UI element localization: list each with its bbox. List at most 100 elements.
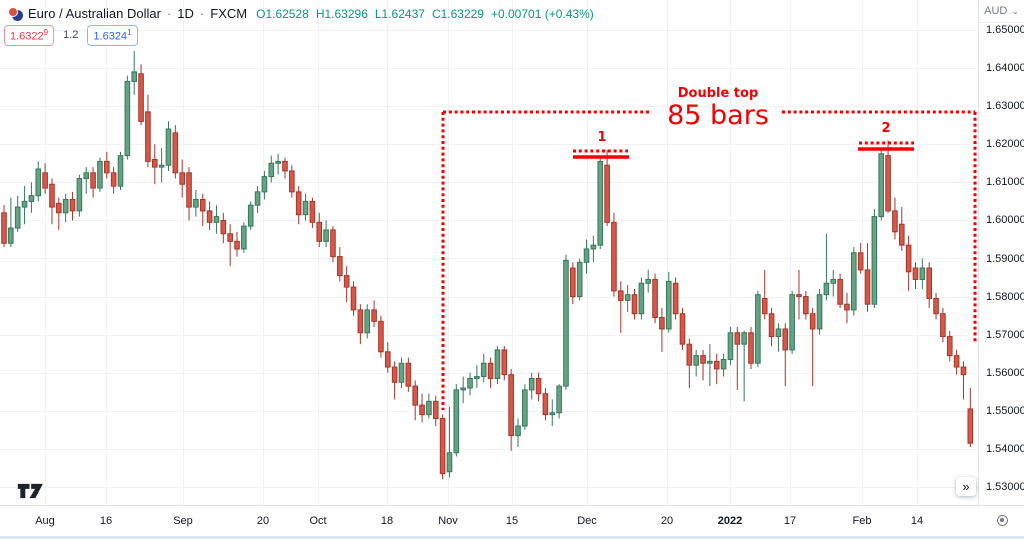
candle-body-down [227, 233, 233, 242]
candle [8, 197, 14, 248]
candle-body-up [83, 172, 90, 180]
candle-body-up [364, 309, 371, 334]
candle [1, 205, 7, 248]
candle [549, 399, 556, 427]
candle-body-down [501, 349, 508, 376]
axis-currency-selector[interactable]: AUD ⌄ [979, 0, 1024, 23]
candle [508, 368, 514, 451]
tradingview-logo[interactable] [17, 482, 47, 500]
candle [713, 353, 720, 385]
candle-body-down [659, 317, 665, 330]
candle [158, 148, 165, 183]
candle [535, 372, 542, 402]
annotation-text[interactable]: 85 bars [667, 100, 769, 131]
candle [330, 226, 336, 263]
candle [898, 207, 905, 251]
candle-body-down [138, 73, 144, 122]
candle-body-down [631, 294, 638, 315]
candle [590, 235, 597, 263]
candle-body-down [49, 183, 55, 208]
candle [967, 387, 974, 448]
candle [316, 212, 323, 248]
symbol-title[interactable]: Euro / Australian Dollar [28, 6, 161, 21]
candle [83, 167, 90, 194]
time-tick-label: Nov [438, 515, 458, 527]
candle [830, 269, 837, 297]
interval-label[interactable]: 1D [177, 6, 194, 21]
candle-body-up [76, 178, 83, 212]
red-price-badge[interactable]: 1.63229 [4, 25, 55, 46]
candle-body-down [617, 290, 624, 301]
blue-price-badge[interactable]: 1.63241 [87, 25, 138, 46]
candle [179, 159, 185, 198]
candle-body-down [432, 400, 439, 419]
time-tick-label: Sep [173, 515, 193, 527]
time-tick-label: Oct [309, 515, 327, 527]
candle [727, 327, 734, 366]
candle-body-down [926, 267, 932, 299]
candle [761, 269, 768, 320]
candle-body-down [672, 282, 679, 315]
candle [679, 308, 686, 350]
price-tick-label: 1.64000 [986, 62, 1024, 75]
candle [809, 308, 816, 387]
candle-body-down [912, 267, 919, 280]
price-tick-label: 1.56000 [986, 366, 1024, 379]
candle [748, 327, 754, 369]
symbol-legend[interactable]: Euro / Australian Dollar · 1D · FXCM O1.… [8, 6, 594, 21]
candle [576, 258, 583, 301]
high-value: H1.63296 [315, 6, 368, 21]
candle-body-down [748, 332, 754, 364]
plain-price-label[interactable]: 1.2 [63, 29, 79, 42]
candle-body-down [69, 198, 76, 212]
annotation-text[interactable]: Double top [678, 86, 759, 101]
candle [789, 290, 795, 354]
candle-body-up [323, 229, 329, 242]
candle [837, 273, 843, 309]
candle-body-down [864, 269, 871, 305]
candle [823, 233, 830, 301]
price-tick-label: 1.59000 [986, 252, 1024, 265]
candle [871, 208, 878, 309]
candle [131, 50, 138, 95]
annotation-text[interactable]: 2 [881, 121, 890, 136]
candle [665, 271, 672, 333]
candle-body-down [809, 313, 816, 330]
candle-body-up [398, 362, 405, 383]
time-tick-label: 15 [505, 515, 519, 527]
candle [220, 212, 227, 244]
open-value: O1.62528 [256, 6, 309, 21]
candle [885, 140, 891, 213]
candle-body-up [446, 452, 453, 473]
candle [782, 323, 789, 387]
candle [460, 376, 466, 404]
candle-body-up [302, 200, 309, 216]
candle-body-up [727, 332, 734, 360]
candle [62, 193, 69, 223]
change-value: +0.00701 (+0.43%) [490, 6, 594, 21]
time-axis[interactable]: Aug 16 Sep 20 Oct 18 Nov 15 Dec 20 2022 17 Feb 14 [0, 505, 1024, 536]
candle-body-down [946, 336, 953, 357]
candle-body-down [405, 362, 412, 387]
candle [165, 121, 172, 171]
candle-body-down [350, 286, 357, 311]
candle-body-down [940, 313, 946, 338]
candle [21, 186, 28, 225]
candle-body-up [823, 282, 830, 296]
candle-body-down [151, 158, 158, 168]
candle-body-up [645, 278, 652, 284]
price-axis[interactable]: AUD ⌄ 1.65000 1.64000 1.63000 1.62000 1.6100… [978, 0, 1024, 506]
go-to-realtime-button[interactable]: » [956, 477, 976, 496]
timezone-settings-icon[interactable] [997, 515, 1008, 526]
annotation-text[interactable]: 1 [597, 130, 606, 145]
candle-body-down [796, 294, 802, 298]
candle [816, 288, 823, 335]
candle [953, 349, 960, 375]
candle-body-down [857, 252, 864, 271]
candle [398, 357, 405, 388]
candle-body-up [474, 376, 480, 379]
candle-body-up [515, 425, 521, 437]
candle-body-down [371, 309, 377, 322]
candle-body-up [789, 294, 795, 351]
